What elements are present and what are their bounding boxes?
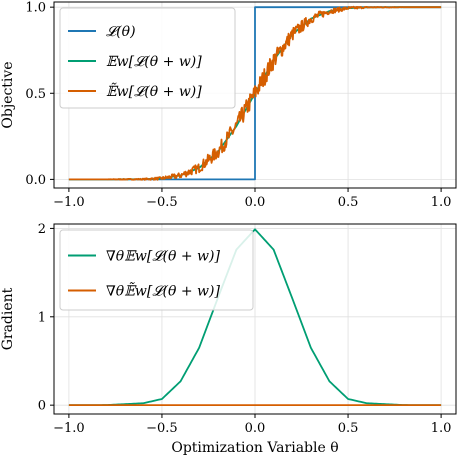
objective-x-tick-label: 0.0 (245, 195, 266, 210)
gradient-x-tick-label: 0.0 (245, 421, 266, 436)
gradient-x-tick-label: −1.0 (53, 421, 85, 436)
gradient-legend-box (59, 229, 254, 311)
objective-legend-label: 𝓛(θ) (106, 24, 136, 40)
objective-x-tick-label: 0.5 (338, 195, 359, 210)
gradient-y-tick-label: 0 (38, 399, 46, 414)
objective-legend-box (59, 7, 236, 109)
objective-legend-label: 𝔼̃w[𝓛(θ + w)] (106, 82, 202, 100)
gradient-series-line-0 (68, 228, 442, 407)
gradient-legend-label: ∇θ𝔼̃w[𝓛(θ + w)] (106, 282, 220, 300)
objective-y-tick-label: 0.0 (25, 173, 46, 188)
gradient-legend: ∇θ𝔼w[𝓛(θ + w)] ∇θ𝔼̃w[𝓛(θ + w)] (59, 229, 254, 311)
gradient-y-tick-label: 2 (38, 222, 46, 237)
gradient-panel: −1.0 −0.5 0.0 0.5 1.0 0 1 2 Gradient Optimizati… (0, 222, 457, 456)
gradient-y-axis-label: Gradient (0, 287, 16, 350)
gradient-x-tick-label: 0.5 (338, 421, 359, 436)
objective-x-tick-label: −0.5 (146, 195, 178, 210)
objective-ticks: −1.0 −0.5 0.0 0.5 1.0 0.0 0.5 1.0 (25, 1, 451, 210)
objective-x-tick-label: 1.0 (431, 195, 452, 210)
objective-x-tick-label: −1.0 (53, 195, 85, 210)
gradient-ticks: −1.0 −0.5 0.0 0.5 1.0 0 1 2 (38, 222, 452, 436)
x-axis-label: Optimization Variable θ (171, 440, 338, 456)
objective-y-tick-label: 0.5 (25, 87, 46, 102)
gradient-y-tick-label: 1 (38, 310, 46, 325)
gradient-x-tick-label: −0.5 (146, 421, 178, 436)
objective-legend-label: 𝔼w[𝓛(θ + w)] (106, 54, 202, 70)
objective-legend: 𝓛(θ) 𝔼w[𝓛(θ + w)] 𝔼̃w[𝓛(θ + w)] (59, 7, 236, 109)
objective-panel: −1.0 −0.5 0.0 0.5 1.0 0.0 0.5 1.0 Objective 𝓛(θ… (0, 1, 457, 210)
objective-y-tick-label: 1.0 (25, 1, 46, 16)
gradient-x-tick-label: 1.0 (431, 421, 452, 436)
objective-series (68, 5, 442, 181)
objective-series-line-2 (68, 5, 442, 181)
gradient-legend-label: ∇θ𝔼w[𝓛(θ + w)] (106, 249, 220, 265)
objective-y-axis-label: Objective (0, 61, 16, 128)
gradient-series (68, 228, 442, 407)
